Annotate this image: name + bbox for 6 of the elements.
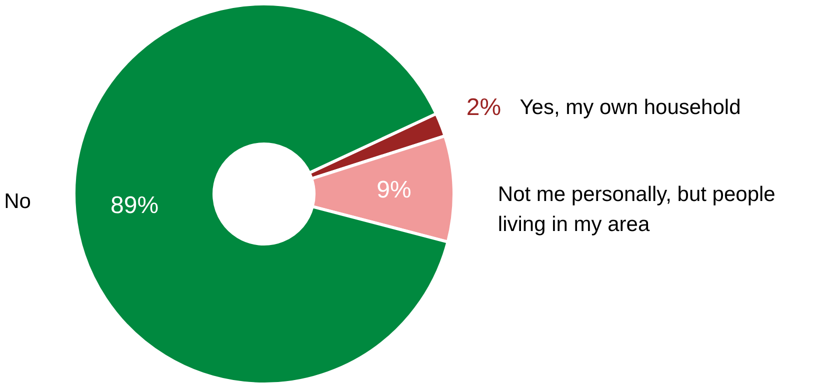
slice-label: No bbox=[4, 190, 31, 213]
slice-label: Not me personally, but people living in my area bbox=[498, 183, 776, 236]
data-label: 89% bbox=[110, 192, 159, 219]
slice-label: Yes, my own household bbox=[520, 96, 741, 119]
data-label: 9% bbox=[376, 176, 412, 204]
data-label: 2% bbox=[466, 94, 502, 121]
